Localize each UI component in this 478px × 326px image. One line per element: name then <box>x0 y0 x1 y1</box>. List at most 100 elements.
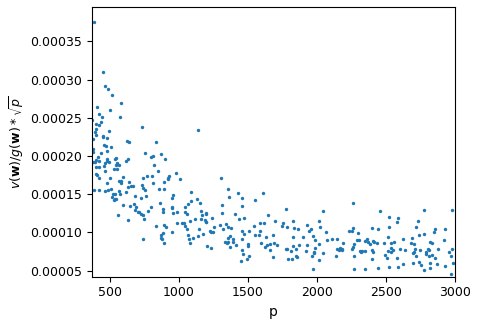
Point <box>107 186 115 192</box>
Point <box>270 255 277 260</box>
Point <box>431 255 438 260</box>
Point <box>332 253 339 258</box>
Point <box>350 241 358 246</box>
Point <box>147 205 154 210</box>
Point <box>164 176 172 181</box>
Point <box>130 201 137 207</box>
Point <box>289 218 297 224</box>
Point <box>362 249 369 254</box>
Point <box>116 191 123 196</box>
Point <box>92 122 99 127</box>
Point <box>333 246 341 251</box>
Point <box>266 248 273 253</box>
Point <box>414 218 422 224</box>
Point <box>411 246 419 251</box>
Point <box>246 253 253 259</box>
Point <box>168 230 175 235</box>
Point <box>381 253 389 258</box>
Point <box>328 236 336 241</box>
Point <box>160 222 168 228</box>
Point <box>224 224 231 230</box>
Point <box>186 241 194 246</box>
Point <box>168 196 176 201</box>
Point <box>123 138 131 143</box>
Point <box>168 205 176 210</box>
Point <box>163 224 170 230</box>
Point <box>290 226 297 231</box>
Point <box>187 199 195 204</box>
Point <box>151 163 158 168</box>
Point <box>95 176 103 181</box>
Point <box>389 247 397 253</box>
Point <box>112 197 120 202</box>
Point <box>433 262 441 267</box>
Point <box>289 256 296 261</box>
Point <box>416 247 424 252</box>
Point <box>353 238 361 243</box>
Point <box>140 186 147 191</box>
Point <box>309 266 316 272</box>
Point <box>197 217 205 222</box>
Point <box>110 198 118 203</box>
Point <box>336 247 343 253</box>
Point <box>101 188 109 194</box>
Point <box>202 219 209 224</box>
Point <box>157 232 164 237</box>
Point <box>226 233 234 238</box>
Point <box>198 213 206 218</box>
Point <box>445 249 452 255</box>
Point <box>232 242 239 247</box>
Point <box>316 225 324 230</box>
Point <box>225 194 233 200</box>
Point <box>218 202 226 207</box>
Point <box>293 254 301 259</box>
Point <box>426 260 434 265</box>
Point <box>270 232 277 238</box>
Point <box>388 240 395 245</box>
Point <box>100 142 108 148</box>
Point <box>400 261 407 266</box>
Point <box>107 108 114 113</box>
Point <box>424 247 432 252</box>
Point <box>159 209 167 215</box>
Point <box>435 246 442 252</box>
Point <box>261 220 268 226</box>
Point <box>390 239 398 244</box>
Point <box>134 209 142 215</box>
Point <box>195 227 203 232</box>
Point <box>202 212 210 217</box>
Point <box>345 229 353 234</box>
Point <box>261 244 269 249</box>
Point <box>374 226 381 231</box>
Point <box>98 115 106 120</box>
Point <box>92 158 100 163</box>
Point <box>447 272 455 277</box>
Point <box>387 249 395 254</box>
Point <box>361 238 369 244</box>
Point <box>104 187 112 192</box>
Point <box>169 192 176 198</box>
Point <box>292 246 300 252</box>
Point <box>183 227 191 232</box>
Point <box>358 248 366 254</box>
Point <box>115 189 123 194</box>
Point <box>415 232 423 237</box>
Point <box>194 196 201 201</box>
Point <box>426 265 434 270</box>
Point <box>159 230 166 236</box>
Point <box>155 186 163 192</box>
Point <box>156 201 164 206</box>
Point <box>415 259 423 264</box>
Point <box>120 175 127 180</box>
Point <box>240 231 248 236</box>
Point <box>441 264 449 269</box>
Point <box>90 20 98 25</box>
Point <box>96 123 103 128</box>
Point <box>138 125 146 130</box>
Point <box>315 219 323 224</box>
Point <box>449 260 456 266</box>
Point <box>184 232 192 238</box>
Point <box>385 224 392 230</box>
Point <box>224 235 232 240</box>
Point <box>99 135 107 140</box>
